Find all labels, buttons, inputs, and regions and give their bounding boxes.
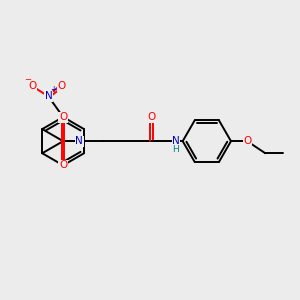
Text: O: O bbox=[58, 81, 66, 91]
Text: −: − bbox=[24, 75, 31, 84]
Text: O: O bbox=[148, 112, 156, 122]
Text: O: O bbox=[59, 112, 67, 122]
Text: O: O bbox=[28, 81, 36, 91]
Text: N: N bbox=[44, 92, 52, 101]
Text: N: N bbox=[172, 136, 180, 146]
Text: H: H bbox=[172, 145, 179, 154]
Text: O: O bbox=[243, 136, 251, 146]
Text: N: N bbox=[76, 136, 83, 146]
Text: O: O bbox=[59, 160, 67, 170]
Text: +: + bbox=[50, 85, 57, 94]
